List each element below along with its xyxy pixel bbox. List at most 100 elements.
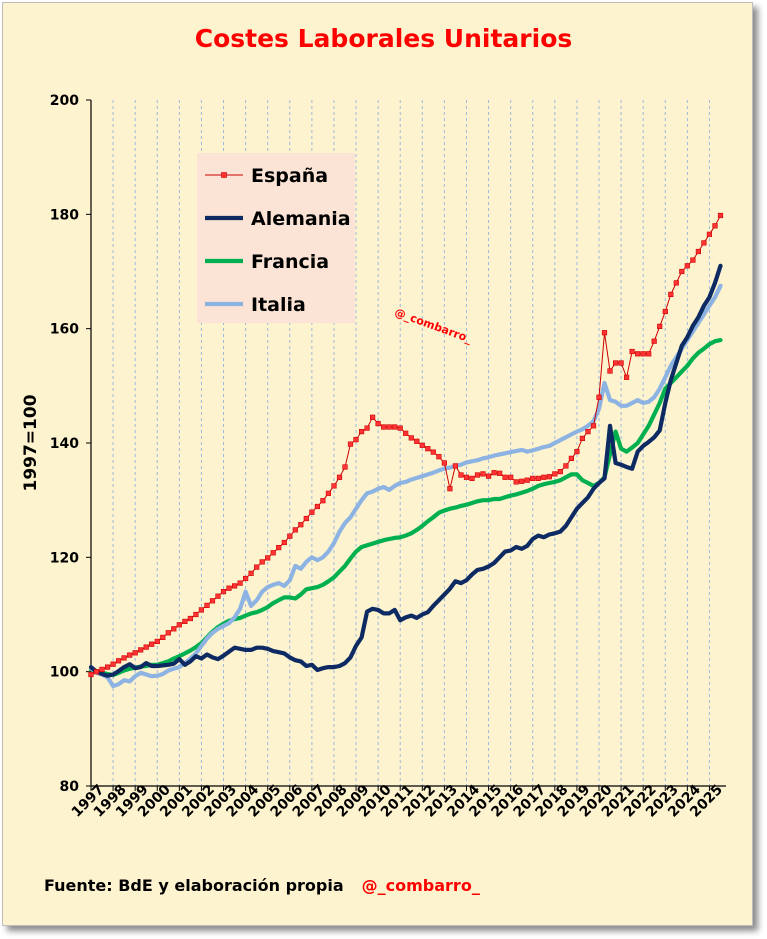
legend-marker-espaa <box>221 172 227 178</box>
espana-point-61 <box>425 446 431 452</box>
espana-point-14 <box>165 630 171 636</box>
espana-point-101 <box>646 351 652 357</box>
espana-point-107 <box>679 268 685 275</box>
chart-title: Costes Laborales Unitarios <box>194 24 573 53</box>
espana-point-35 <box>281 539 287 546</box>
source-note: Fuente: BdE y elaboración propia <box>44 876 344 895</box>
espana-point-111 <box>701 240 707 246</box>
espana-point-64 <box>441 460 448 466</box>
espana-point-31 <box>259 559 265 565</box>
espana-point-6 <box>121 655 127 661</box>
espana-point-26 <box>232 583 238 589</box>
espana-point-56 <box>397 425 403 431</box>
espana-point-112 <box>706 231 712 237</box>
espana-point-76 <box>508 474 514 480</box>
y-tick-label-100: 100 <box>50 665 79 681</box>
espana-point-24 <box>220 588 227 595</box>
espana-point-7 <box>127 652 133 658</box>
espana-point-65 <box>447 486 453 492</box>
espana-point-2 <box>99 666 105 672</box>
series-line-italia <box>88 283 723 689</box>
espana-point-25 <box>226 585 232 591</box>
espana-point-33 <box>270 550 276 556</box>
espana-point-75 <box>502 474 508 480</box>
espana-point-63 <box>436 454 442 460</box>
espana-point-91 <box>590 423 597 429</box>
espana-point-78 <box>519 478 525 484</box>
espana-point-9 <box>138 647 144 653</box>
espana-point-34 <box>276 544 282 551</box>
espana-point-97 <box>623 374 630 380</box>
espana-point-22 <box>209 598 216 604</box>
y-tick-label-160: 160 <box>50 322 79 338</box>
espana-point-12 <box>154 638 160 644</box>
espana-point-40 <box>309 509 315 515</box>
espana-point-83 <box>546 474 552 480</box>
espana-point-113 <box>712 223 718 229</box>
espana-point-109 <box>690 257 696 263</box>
espana-point-54 <box>386 424 392 430</box>
espana-point-103 <box>657 323 663 330</box>
espana-point-68 <box>463 474 470 480</box>
espana-point-102 <box>651 338 657 344</box>
espana-point-42 <box>320 498 326 504</box>
series-layer <box>88 212 724 689</box>
y-tick-label-180: 180 <box>50 207 79 223</box>
espana-point-92 <box>596 394 602 400</box>
espana-point-23 <box>215 593 221 599</box>
espana-point-46 <box>342 464 348 470</box>
espana-point-58 <box>408 435 414 441</box>
espana-point-94 <box>607 368 613 374</box>
y-tick-label-80: 80 <box>60 779 80 795</box>
espana-point-67 <box>458 472 464 478</box>
espana-point-114 <box>717 212 724 219</box>
espana-point-87 <box>568 455 574 462</box>
espana-point-98 <box>629 348 635 355</box>
legend-label-alemania: Alemania <box>251 208 351 230</box>
legend-box <box>197 153 355 323</box>
espana-point-30 <box>254 564 260 570</box>
espana-point-69 <box>469 475 475 482</box>
espana-point-86 <box>563 463 569 469</box>
espana-point-59 <box>414 438 420 444</box>
espana-point-73 <box>491 470 497 476</box>
espana-point-60 <box>419 442 425 448</box>
espana-point-45 <box>336 474 343 480</box>
legend: España Alemania Francia Italia <box>197 153 355 323</box>
espana-point-106 <box>673 280 679 286</box>
espana-point-90 <box>585 428 591 435</box>
y-tick-label-200: 200 <box>50 93 79 109</box>
espana-point-100 <box>640 351 646 357</box>
espana-point-37 <box>292 527 298 533</box>
espana-point-71 <box>480 471 486 477</box>
espana-point-52 <box>375 420 381 427</box>
espana-point-79 <box>524 477 530 483</box>
espana-point-1 <box>93 669 100 675</box>
espana-point-66 <box>452 463 459 469</box>
espana-point-16 <box>176 622 182 628</box>
espana-point-19 <box>193 611 199 618</box>
author-handle: @_combarro_ <box>361 876 480 895</box>
espana-point-13 <box>160 634 166 640</box>
espana-point-21 <box>204 602 210 608</box>
espana-point-38 <box>298 522 304 528</box>
espana-point-49 <box>358 428 365 435</box>
espana-point-29 <box>248 570 254 576</box>
espana-point-39 <box>303 515 309 522</box>
legend-label-italia: Italia <box>251 294 306 316</box>
espana-point-53 <box>381 424 387 430</box>
espana-point-3 <box>105 664 111 670</box>
espana-point-28 <box>243 575 249 582</box>
espana-point-80 <box>530 475 536 482</box>
espana-point-110 <box>695 248 701 255</box>
y-tick-label-120: 120 <box>50 550 79 566</box>
espana-point-93 <box>601 330 608 336</box>
espana-point-15 <box>171 626 177 632</box>
series-line-francia <box>88 338 723 678</box>
espana-point-62 <box>430 449 436 455</box>
espana-point-85 <box>557 468 563 475</box>
legend-items: España Alemania Francia Italia <box>205 165 351 316</box>
espana-point-89 <box>579 435 585 442</box>
espana-point-4 <box>110 661 116 667</box>
